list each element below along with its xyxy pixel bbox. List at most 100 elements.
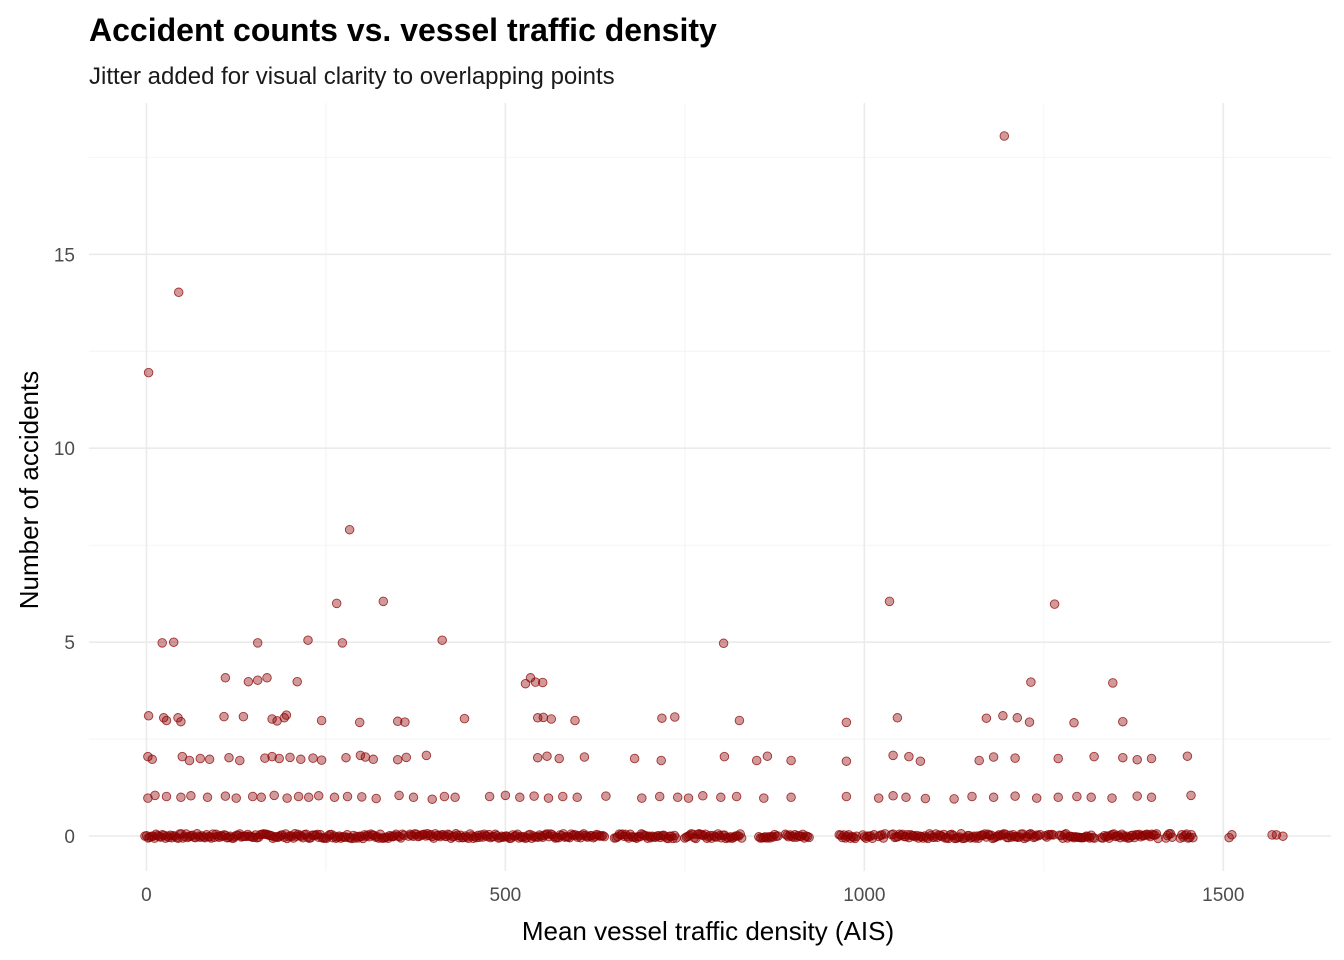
data-point bbox=[1010, 753, 1020, 763]
data-point bbox=[901, 792, 911, 803]
data-point bbox=[1118, 752, 1128, 763]
data-point bbox=[529, 791, 539, 801]
data-point bbox=[219, 711, 229, 722]
data-point bbox=[841, 791, 852, 802]
data-point bbox=[537, 677, 548, 688]
y-axis-label: Number of accidents bbox=[14, 371, 44, 609]
data-point bbox=[1182, 751, 1193, 761]
data-point bbox=[150, 790, 160, 801]
data-point bbox=[999, 131, 1010, 141]
data-point bbox=[841, 717, 852, 728]
data-point bbox=[601, 791, 611, 801]
x-tick-label: 500 bbox=[490, 885, 522, 906]
data-point bbox=[1146, 753, 1157, 764]
data-point bbox=[892, 713, 903, 723]
data-point bbox=[532, 752, 543, 763]
data-point bbox=[718, 638, 729, 649]
data-point bbox=[186, 791, 196, 801]
data-point bbox=[542, 751, 552, 761]
data-point bbox=[786, 792, 796, 803]
data-point bbox=[421, 750, 432, 761]
data-point bbox=[168, 637, 179, 647]
data-point bbox=[1184, 832, 1195, 843]
data-point bbox=[920, 793, 931, 804]
data-point bbox=[437, 635, 447, 645]
data-point bbox=[1146, 792, 1157, 803]
data-point bbox=[484, 791, 495, 802]
y-tick-label: 5 bbox=[64, 633, 75, 654]
data-point bbox=[657, 713, 667, 723]
data-point bbox=[176, 716, 186, 727]
data-point bbox=[247, 791, 258, 802]
data-point bbox=[303, 792, 314, 803]
data-point bbox=[579, 752, 590, 762]
data-point bbox=[267, 714, 277, 724]
data-point bbox=[357, 792, 367, 802]
data-point bbox=[656, 755, 666, 766]
data-point bbox=[427, 794, 437, 804]
data-point bbox=[967, 791, 977, 802]
data-point bbox=[316, 755, 327, 765]
data-point bbox=[158, 713, 169, 723]
data-point bbox=[1024, 717, 1035, 727]
data-point bbox=[804, 832, 814, 843]
data-point bbox=[342, 791, 353, 802]
data-point bbox=[256, 792, 267, 803]
data-point bbox=[1227, 830, 1237, 840]
data-point bbox=[599, 831, 610, 842]
data-point bbox=[293, 791, 304, 802]
data-point bbox=[176, 792, 186, 803]
data-point bbox=[337, 638, 348, 648]
data-point bbox=[716, 792, 726, 803]
y-tick-label: 0 bbox=[64, 827, 75, 848]
data-point bbox=[331, 598, 342, 609]
data-point bbox=[1084, 833, 1095, 843]
data-point bbox=[204, 754, 215, 765]
x-axis-label: Mean vessel traffic density (AIS) bbox=[522, 916, 894, 946]
data-point bbox=[1053, 753, 1063, 764]
data-point bbox=[344, 524, 355, 535]
data-point bbox=[1132, 791, 1142, 801]
data-point bbox=[572, 792, 582, 803]
data-point bbox=[378, 596, 389, 607]
data-point bbox=[450, 792, 460, 803]
data-point bbox=[698, 791, 708, 801]
data-point bbox=[1224, 832, 1234, 843]
data-point bbox=[683, 793, 694, 803]
data-point bbox=[949, 794, 959, 804]
data-point bbox=[231, 793, 241, 803]
data-point bbox=[1186, 790, 1196, 801]
data-point bbox=[543, 793, 554, 803]
data-point bbox=[1012, 713, 1023, 723]
data-point bbox=[329, 792, 340, 803]
data-point bbox=[520, 678, 531, 689]
x-tick-label: 0 bbox=[141, 885, 152, 906]
data-point bbox=[184, 755, 195, 766]
data-point bbox=[888, 750, 898, 761]
data-point bbox=[243, 676, 254, 687]
data-point bbox=[308, 753, 318, 763]
data-point bbox=[988, 792, 999, 803]
data-point bbox=[668, 833, 678, 844]
data-point bbox=[147, 754, 157, 765]
data-point bbox=[371, 793, 381, 804]
data-point bbox=[672, 792, 683, 803]
data-point bbox=[235, 755, 245, 766]
data-point bbox=[143, 367, 154, 378]
data-point bbox=[786, 755, 796, 766]
data-point bbox=[1278, 831, 1288, 841]
data-point bbox=[195, 753, 206, 764]
data-point bbox=[400, 717, 410, 727]
data-point bbox=[368, 754, 379, 765]
data-point bbox=[252, 675, 263, 685]
chart-subtitle: Jitter added for visual clarity to overl… bbox=[89, 63, 615, 90]
data-point bbox=[157, 638, 167, 648]
data-point bbox=[459, 713, 470, 724]
data-point bbox=[238, 711, 249, 722]
data-point bbox=[360, 752, 371, 762]
data-point bbox=[1053, 792, 1063, 803]
data-point bbox=[629, 753, 640, 764]
data-point bbox=[269, 790, 279, 801]
data-point bbox=[515, 792, 525, 803]
